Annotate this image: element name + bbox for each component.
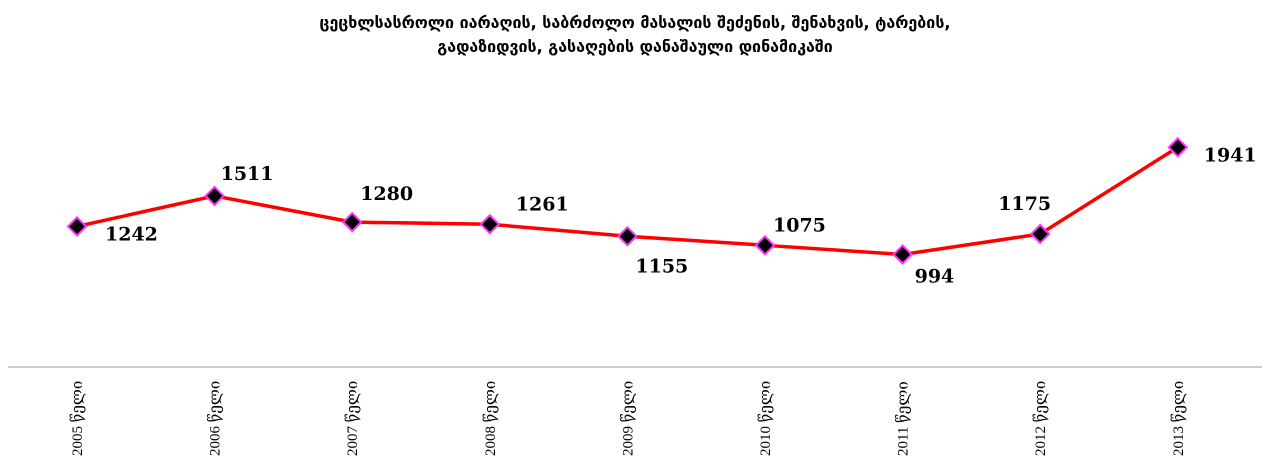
data-label: 1155 [635, 255, 688, 277]
data-point [204, 185, 226, 207]
data-point [341, 211, 363, 233]
x-tick-label: 2008 წელი [482, 381, 499, 456]
data-label: 1261 [516, 193, 569, 215]
x-tick-label: 2009 წელი [619, 381, 636, 456]
x-tick-label: 2012 წელი [1032, 381, 1049, 456]
data-point [479, 213, 501, 235]
data-point [1029, 223, 1051, 245]
x-tick-label: 2011 წელი [895, 381, 912, 456]
data-label: 1511 [221, 163, 274, 185]
data-point [754, 234, 776, 256]
data-label: 1280 [360, 183, 413, 205]
data-point [892, 244, 914, 265]
x-tick-label: 2010 წელი [757, 381, 774, 456]
x-tick-label: 2013 წელი [1170, 381, 1187, 456]
data-label: 1242 [105, 223, 158, 245]
x-tick-label: 2005 წელი [69, 381, 86, 456]
x-tick-label: 2006 წელი [207, 381, 224, 456]
data-point [1167, 136, 1189, 158]
data-point [616, 225, 638, 247]
data-label: 1075 [773, 214, 826, 236]
data-label: 1941 [1204, 144, 1257, 166]
chart-title: გადაზიდვის, გასაღების დანაშაული დინამიკა… [437, 37, 833, 56]
chart-title: ცეცხლსასროლი იარაღის, საბრძოლო მასალის შ… [319, 13, 950, 32]
data-point [66, 215, 88, 237]
data-label: 1175 [998, 193, 1051, 215]
data-label: 994 [915, 265, 955, 287]
x-tick-label: 2007 წელი [344, 381, 361, 456]
